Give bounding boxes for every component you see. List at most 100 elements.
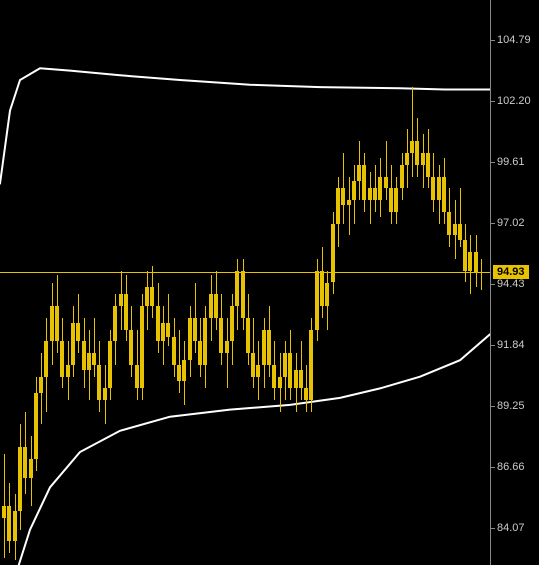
y-tick-label: 89.25 (497, 400, 525, 412)
candle-body (39, 377, 43, 393)
candle-body (426, 153, 430, 177)
candle-body (474, 252, 478, 273)
candle-body (18, 447, 22, 511)
candle-body (13, 511, 17, 542)
candle-body (166, 323, 170, 337)
y-tick (491, 101, 495, 102)
bands-overlay (0, 0, 490, 565)
candle-wick (179, 330, 180, 394)
candle-body (283, 353, 287, 377)
candle-wick (412, 87, 413, 176)
candle-body (453, 224, 457, 236)
candle-body (145, 287, 149, 306)
y-tick (491, 162, 495, 163)
candle-body (479, 272, 483, 273)
candle-wick (349, 177, 350, 236)
y-tick (491, 467, 495, 468)
candle-body (108, 341, 112, 388)
candle-body (262, 330, 266, 365)
y-tick (491, 40, 495, 41)
candle-body (209, 294, 213, 318)
candle-body (272, 365, 276, 389)
candle-body (352, 181, 356, 200)
candle-body (135, 365, 139, 389)
candle-body (241, 271, 245, 318)
candle-body (177, 365, 181, 381)
candle-body (214, 294, 218, 318)
candle-body (7, 506, 11, 541)
y-tick (491, 223, 495, 224)
candle-body (198, 341, 202, 365)
current-price-line (0, 272, 490, 273)
candle-body (87, 353, 91, 369)
candle-body (44, 341, 48, 376)
candle-body (357, 165, 361, 181)
candle-body (362, 165, 366, 200)
candle-body (384, 177, 388, 189)
y-tick (491, 528, 495, 529)
candle-body (431, 177, 435, 201)
candle-body (71, 323, 75, 365)
candle-body (193, 318, 197, 342)
candle-body (225, 341, 229, 353)
candle-body (76, 323, 80, 342)
candle-body (267, 330, 271, 365)
y-axis: 104.79102.2099.6197.0294.4391.8489.2586.… (490, 0, 539, 565)
candle-body (256, 365, 260, 377)
candle-wick (227, 318, 228, 389)
candle-body (235, 271, 239, 306)
candle-body (60, 341, 64, 376)
candle-body (246, 318, 250, 353)
candle-body (278, 377, 282, 389)
y-tick (491, 345, 495, 346)
candle-body (124, 294, 128, 329)
candle-wick (94, 318, 95, 377)
candle-body (336, 188, 340, 223)
candle-wick (481, 259, 482, 290)
y-tick-label: 97.02 (497, 217, 525, 229)
y-tick-label: 84.07 (497, 522, 525, 534)
candle-body (347, 200, 351, 205)
candle-body (315, 271, 319, 330)
candle-wick (168, 294, 169, 346)
candle-body (447, 212, 451, 236)
candle-body (251, 353, 255, 377)
candle-body (304, 388, 308, 400)
candle-body (29, 459, 33, 478)
candle-body (442, 177, 446, 212)
chart-plot-area[interactable] (0, 0, 490, 565)
candle-body (188, 318, 192, 360)
candle-body (325, 283, 329, 307)
candle-body (421, 153, 425, 165)
candle-body (129, 330, 133, 365)
candle-body (182, 360, 186, 381)
candle-wick (386, 141, 387, 200)
candle-body (23, 447, 27, 478)
candle-body (150, 287, 154, 306)
candle-body (320, 271, 324, 306)
candle-body (203, 318, 207, 365)
candle-body (331, 224, 335, 283)
candle-body (82, 341, 86, 369)
candle-body (368, 188, 372, 200)
candle-body (50, 306, 54, 341)
candle-body (119, 294, 123, 306)
candle-body (389, 188, 393, 212)
candle-body (97, 365, 101, 400)
candle-body (230, 306, 234, 341)
y-tick-label: 104.79 (497, 34, 531, 46)
candle-body (394, 188, 398, 212)
candle-body (458, 224, 462, 240)
candle-body (92, 353, 96, 365)
candle-body (161, 323, 165, 342)
candle-body (55, 306, 59, 341)
y-tick-label: 99.61 (497, 156, 525, 168)
candle-body (437, 177, 441, 201)
candle-body (294, 370, 298, 389)
candle-body (140, 306, 144, 388)
candle-body (309, 330, 313, 401)
current-price-value: 94.93 (497, 266, 525, 278)
candle-body (34, 393, 38, 459)
candle-body (66, 365, 70, 377)
candle-body (415, 141, 419, 165)
